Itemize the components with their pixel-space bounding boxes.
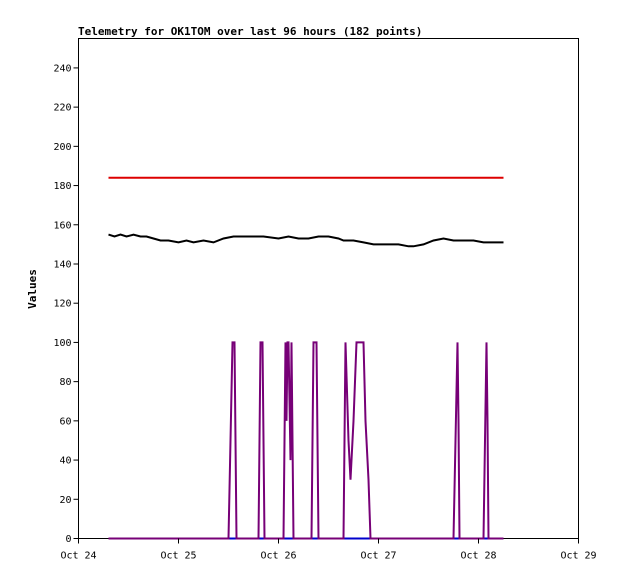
y-axis-label: Values bbox=[26, 269, 39, 309]
y-tick-label: 80 bbox=[59, 377, 71, 388]
x-tick-label: Oct 27 bbox=[360, 551, 396, 562]
x-tick-label: Oct 24 bbox=[60, 551, 96, 562]
x-tick-label: Oct 29 bbox=[560, 551, 596, 562]
y-tick-label: 40 bbox=[59, 456, 71, 467]
y-tick-label: 160 bbox=[53, 220, 71, 231]
chart-title: Telemetry for OK1TOM over last 96 hours … bbox=[78, 25, 422, 38]
series-line-1 bbox=[108, 233, 504, 248]
series-line-4 bbox=[108, 341, 504, 540]
y-tick-label: 220 bbox=[53, 103, 71, 114]
y-tick-label: 60 bbox=[59, 416, 71, 427]
x-tick-label: Oct 26 bbox=[260, 551, 296, 562]
axes-layer: 0 20 40 60 80 100 120 140 160 180 200 220 240 Oct 24 O… bbox=[53, 63, 596, 561]
y-tick-label: 200 bbox=[53, 142, 71, 153]
y-tick-label: 20 bbox=[59, 495, 71, 506]
y-tick-label: 180 bbox=[53, 181, 71, 192]
y-tick-label: 100 bbox=[53, 338, 71, 349]
y-tick-label: 0 bbox=[65, 534, 71, 545]
x-tick-label: Oct 28 bbox=[460, 551, 496, 562]
plot-area bbox=[78, 38, 579, 539]
y-tick-label: 140 bbox=[53, 259, 71, 270]
y-tick-label: 120 bbox=[53, 299, 71, 310]
series-layer bbox=[108, 176, 504, 540]
x-tick-label: Oct 25 bbox=[160, 551, 196, 562]
y-tick-label: 240 bbox=[53, 63, 71, 74]
